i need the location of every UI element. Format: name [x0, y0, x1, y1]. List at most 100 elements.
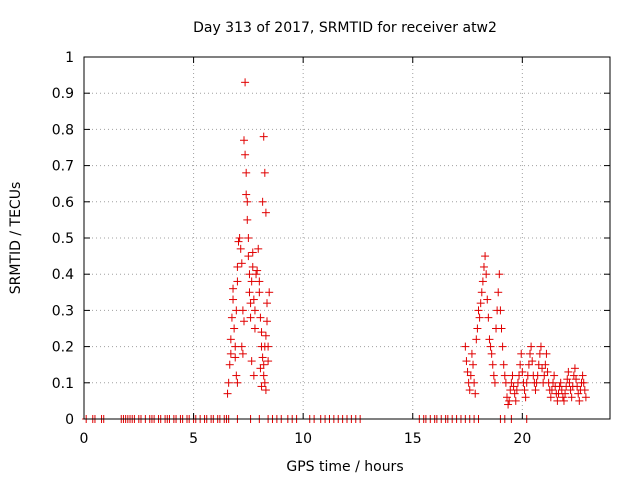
- data-point: [510, 389, 519, 398]
- data-point: [481, 252, 490, 261]
- data-point: [488, 360, 497, 369]
- data-point: [255, 277, 264, 286]
- data-point: [578, 371, 587, 380]
- data-point: [575, 396, 584, 405]
- y-tick-label: 0.2: [52, 340, 74, 356]
- data-point: [259, 371, 268, 380]
- data-point: [497, 324, 506, 333]
- data-point: [248, 248, 257, 257]
- data-point: [515, 371, 524, 380]
- data-point: [531, 386, 540, 395]
- data-point: [227, 313, 236, 322]
- data-point: [254, 244, 263, 253]
- data-point: [231, 353, 240, 362]
- data-point: [229, 295, 238, 304]
- axis-ticks: [83, 56, 610, 420]
- y-tick-label: 0.3: [52, 303, 74, 319]
- data-point: [261, 386, 270, 395]
- data-point: [470, 378, 479, 387]
- data-point: [485, 335, 494, 344]
- data-point: [259, 360, 268, 369]
- data-point: [581, 393, 590, 402]
- data-point: [465, 386, 474, 395]
- data-point: [511, 396, 520, 405]
- data-point: [226, 335, 235, 344]
- data-point: [524, 360, 533, 369]
- data-point: [499, 360, 508, 369]
- data-point: [527, 342, 536, 351]
- data-point: [264, 342, 273, 351]
- data-point: [528, 357, 537, 366]
- data-point: [226, 349, 235, 358]
- data-point: [234, 237, 243, 246]
- data-point: [538, 364, 547, 373]
- x-tick-label: 15: [404, 431, 422, 447]
- data-point: [526, 349, 535, 358]
- data-point: [479, 262, 488, 271]
- y-tick-label: 0.4: [52, 267, 74, 283]
- data-point: [502, 393, 511, 402]
- data-point: [547, 386, 556, 395]
- data-point: [496, 306, 505, 315]
- data-point: [564, 367, 573, 376]
- data-point: [574, 389, 583, 398]
- x-tick-label: 0: [80, 431, 89, 447]
- data-point: [486, 342, 495, 351]
- data-point: [244, 252, 253, 261]
- data-point: [566, 386, 575, 395]
- data-point: [235, 234, 244, 242]
- data-point: [248, 262, 257, 271]
- data-point: [521, 393, 530, 402]
- data-point: [263, 299, 272, 308]
- x-axis-label: GPS time / hours: [286, 459, 403, 475]
- data-point: [472, 335, 481, 344]
- y-axis-label: SRMTID / TECUs: [8, 182, 24, 295]
- data-point: [462, 357, 471, 366]
- data-point: [565, 378, 574, 387]
- data-point: [466, 371, 475, 380]
- data-point: [567, 393, 576, 402]
- data-point: [252, 270, 261, 279]
- data-point: [473, 324, 482, 333]
- data-point: [522, 378, 531, 387]
- data-point: [256, 313, 265, 322]
- data-point: [573, 382, 582, 391]
- data-point: [563, 375, 572, 384]
- data-point: [559, 396, 568, 405]
- y-tick-label: 0: [65, 412, 74, 428]
- data-point: [463, 367, 472, 376]
- data-point: [258, 353, 267, 362]
- data-point: [225, 360, 234, 369]
- data-point: [247, 357, 256, 366]
- y-tick-label: 0.7: [52, 159, 74, 175]
- data-point: [509, 382, 518, 391]
- data-point: [257, 382, 266, 391]
- data-point: [550, 371, 559, 380]
- data-point: [546, 393, 555, 402]
- data-point: [230, 324, 239, 333]
- y-tick-label: 0.1: [52, 376, 74, 392]
- data-point: [494, 288, 503, 297]
- data-point: [572, 375, 581, 384]
- data-point: [243, 215, 252, 224]
- data-point: [484, 313, 493, 322]
- data-point: [474, 306, 483, 315]
- data-point: [259, 132, 268, 141]
- data-point: [244, 234, 253, 242]
- data-point: [536, 342, 545, 351]
- data-point: [237, 342, 246, 351]
- chart-title: Day 313 of 2017, SRMTID for receiver atw…: [193, 20, 497, 36]
- data-point: [255, 288, 264, 297]
- data-point: [570, 364, 579, 373]
- data-point: [579, 378, 588, 387]
- data-point: [580, 386, 589, 395]
- data-point: [483, 295, 492, 304]
- data-point: [233, 262, 242, 271]
- data-point: [233, 277, 242, 286]
- data-point: [243, 197, 252, 206]
- data-point: [469, 360, 478, 369]
- data-point: [237, 259, 246, 268]
- data-point: [520, 386, 529, 395]
- data-point: [495, 270, 504, 279]
- data-point: [260, 168, 269, 177]
